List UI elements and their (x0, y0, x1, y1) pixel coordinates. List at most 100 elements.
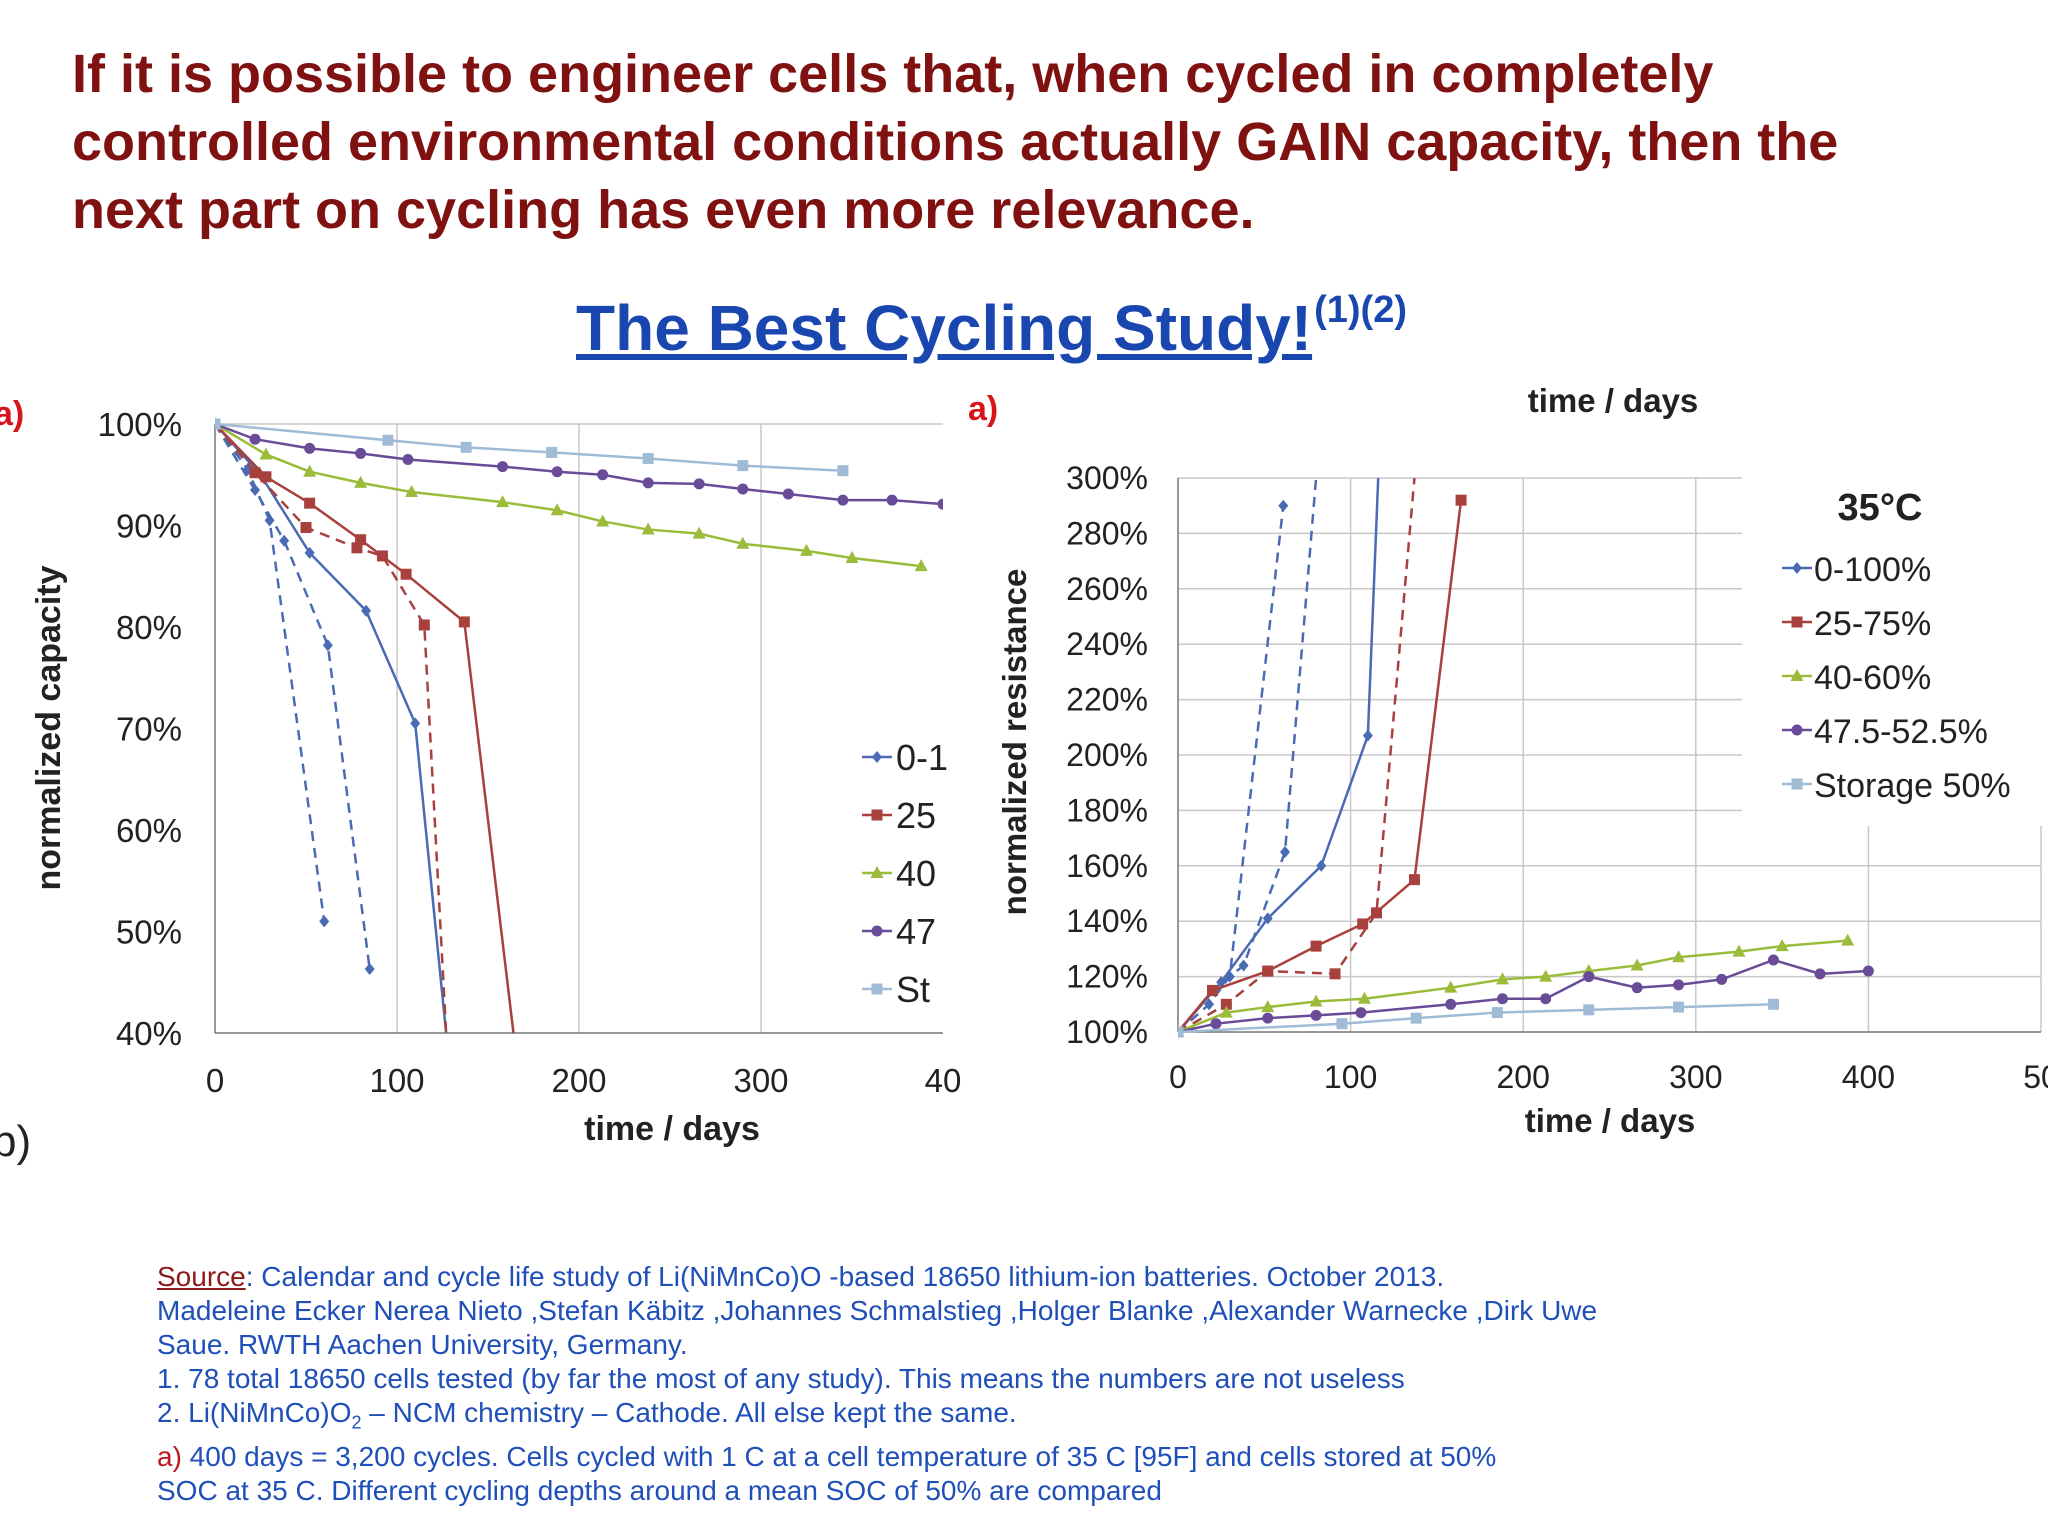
capacity-bottom-label: b) (0, 1117, 31, 1166)
resistance-data-point (1204, 998, 1215, 1011)
resistance-data-point (1310, 940, 1322, 952)
capacity-data-point (418, 619, 430, 631)
resistance-x-tick-label: 400 (1842, 1059, 1895, 1095)
capacity-series (215, 418, 515, 1033)
resistance-legend-title: 35°C (1838, 487, 1923, 529)
capacity-data-point (460, 441, 472, 453)
resistance-data-point (1455, 494, 1467, 506)
resistance-series (1178, 933, 1855, 1037)
resistance-data-point (1310, 1009, 1322, 1021)
capacity-x-tick-label: 300 (733, 1062, 788, 1099)
capacity-legend-label: 47 (896, 911, 936, 952)
resistance-y-tick-label: 160% (1066, 848, 1148, 884)
resistance-data-point (1178, 1026, 1184, 1038)
resistance-data-point (1210, 1018, 1222, 1030)
resistance-data-point (1329, 968, 1341, 980)
resistance-data-point (1280, 845, 1291, 858)
resistance-series (1178, 494, 1467, 1038)
source-line: Source: Calendar and cycle life study of… (157, 1260, 2017, 1294)
note-item-2-sub: 2 (351, 1412, 362, 1433)
resistance-data-point (1262, 1012, 1274, 1024)
resistance-data-point (1495, 972, 1509, 985)
resistance-data-point (1841, 933, 1855, 946)
capacity-data-point (546, 446, 558, 458)
resistance-data-point (1261, 1000, 1275, 1013)
capacity-data-point (551, 466, 563, 478)
resistance-data-point (1357, 991, 1371, 1004)
headline-line-1: If it is possible to engineer cells that… (72, 44, 1714, 104)
capacity-data-point (800, 543, 813, 556)
capacity-series (215, 418, 849, 477)
resistance-y-axis-title: normalized resistance (996, 569, 1033, 916)
capacity-data-point (250, 483, 261, 496)
resistance-legend-bg (1742, 470, 2042, 826)
capacity-data-point (304, 546, 315, 559)
capacity-legend-marker (871, 925, 883, 937)
note-item-2-a: 2. Li(NiMnCo)O (157, 1397, 352, 1428)
resistance-data-point (1262, 965, 1274, 977)
resistance-series (1178, 499, 1289, 1038)
capacity-data-point (354, 475, 368, 488)
capacity-data-point (642, 453, 654, 465)
capacity-data-point (355, 447, 367, 459)
capacity-data-point (376, 550, 388, 562)
resistance-data-point (1445, 998, 1457, 1010)
resistance-data-point (1444, 980, 1458, 993)
resistance-x-tick-label: 0 (1169, 1059, 1187, 1095)
resistance-legend-label: 25-75% (1814, 605, 1931, 643)
capacity-series (215, 418, 448, 1033)
resistance-top-label: time / days (1528, 382, 1699, 419)
capacity-y-tick-label: 60% (116, 812, 182, 849)
capacity-data-point (736, 536, 750, 549)
capacity-data-point (361, 604, 372, 617)
capacity-data-point (641, 522, 655, 535)
resistance-y-tick-label: 300% (1066, 460, 1148, 496)
capacity-data-point (259, 447, 273, 460)
authors-line-1: Madeleine Ecker Nerea Nieto ,Stefan Käbi… (157, 1295, 1598, 1326)
resistance-data-point (1732, 944, 1746, 957)
resistance-data-point (1238, 959, 1249, 972)
authors-line-2: Saue. RWTH Aachen University, Germany. (157, 1329, 688, 1360)
capacity-x-axis-title: time / days (584, 1110, 760, 1148)
headline-line-3: next part on cycling has even more relev… (72, 180, 1255, 240)
resistance-x-tick-label: 50 (2023, 1059, 2048, 1095)
resistance-data-point (1216, 976, 1227, 989)
capacity-data-point (886, 494, 898, 506)
resistance-data-point (1767, 998, 1779, 1010)
resistance-data-point (1673, 979, 1685, 991)
resistance-data-point (1262, 912, 1273, 925)
capacity-data-point (737, 483, 749, 495)
resistance-data-point (1207, 984, 1219, 996)
capacity-x-tick-label: 200 (551, 1062, 606, 1099)
resistance-data-point (1716, 973, 1728, 985)
capacity-legend-marker (870, 866, 884, 878)
resistance-data-point (1814, 968, 1826, 980)
resistance-data-point (1278, 499, 1289, 512)
study-title[interactable]: The Best Cycling Study!(1)(2) (576, 270, 1407, 368)
capacity-data-point (597, 469, 609, 481)
capacity-data-point (937, 498, 943, 510)
resistance-data-point (1362, 729, 1373, 742)
resistance-data-point (1767, 954, 1779, 966)
capacity-series-line (215, 423, 371, 970)
resistance-y-tick-label: 240% (1066, 626, 1148, 662)
headline-line-2: controlled environmental conditions actu… (72, 112, 1839, 172)
capacity-data-point (382, 434, 394, 446)
resistance-data-point (1336, 1018, 1348, 1030)
resistance-x-axis-title: time / days (1525, 1102, 1696, 1139)
resistance-x-tick-label: 300 (1669, 1059, 1722, 1095)
capacity-data-point (304, 442, 316, 454)
note-item-1: 1. 78 total 18650 cells tested (by far t… (157, 1363, 1405, 1394)
capacity-legend-marker (871, 983, 883, 995)
capacity-data-point (402, 454, 414, 466)
capacity-data-point (496, 495, 510, 508)
resistance-y-tick-label: 260% (1066, 571, 1148, 607)
note-item-3-line-1: 400 days = 3,200 cycles. Cells cycled wi… (181, 1440, 1497, 1472)
resistance-panel-label: a) (968, 390, 998, 428)
capacity-series-line (215, 423, 326, 922)
capacity-y-axis-title: normalized capacity (30, 565, 68, 890)
capacity-legend-label: 0-1 (896, 737, 948, 778)
resistance-legend-label: 0-100% (1814, 551, 1931, 589)
capacity-series-line (215, 423, 448, 1033)
capacity-x-tick-label: 0 (206, 1062, 224, 1099)
